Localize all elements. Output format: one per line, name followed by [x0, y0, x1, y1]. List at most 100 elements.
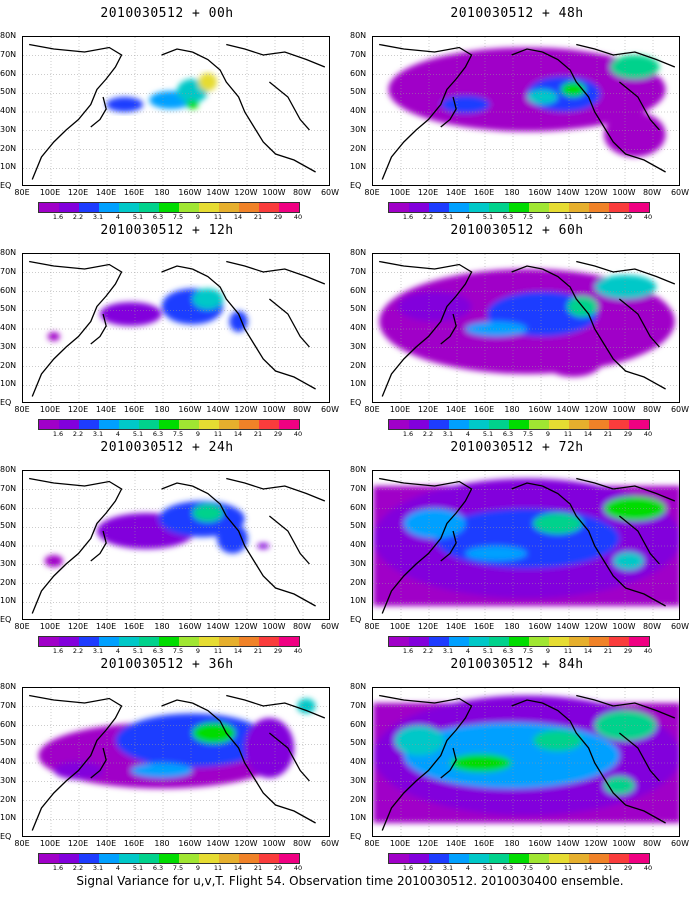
forecast-panel: 2010030512 + 00h 80N 70N 60N 50N 40N 30N 20N 10N… — [0, 6, 339, 221]
longitude-label: 180 — [504, 188, 520, 197]
longitude-label: 100W — [612, 622, 636, 631]
longitude-label: 100W — [612, 839, 636, 848]
coastline — [268, 732, 310, 782]
colorbar-label: 11 — [213, 864, 223, 872]
longitude-label: 120E — [67, 622, 89, 631]
colorbar-swatch — [79, 420, 99, 429]
longitude-label: 80W — [292, 622, 312, 631]
colorbar-swatch — [279, 203, 299, 212]
longitude-label: 120W — [234, 405, 258, 414]
colorbar-swatch — [529, 854, 549, 863]
coastline — [268, 298, 310, 348]
coastline — [440, 96, 457, 128]
colorbar-label: 11 — [563, 864, 573, 872]
colorbar-swatch — [139, 854, 159, 863]
colorbar-label: 5.1 — [132, 430, 144, 438]
coastline — [90, 96, 107, 128]
colorbar-label: 2.2 — [72, 647, 84, 655]
colorbar-swatch — [99, 420, 119, 429]
colorbar-label: 40 — [293, 864, 303, 872]
latitude-label: 50N — [350, 521, 367, 531]
coastline — [90, 313, 107, 345]
latitude-label: 70N — [0, 266, 17, 276]
colorbar-swatch — [79, 854, 99, 863]
latitude-label: 10N — [350, 162, 367, 172]
longitude-label: 160E — [473, 405, 495, 414]
longitude-label: 80W — [642, 622, 662, 631]
longitude-label: 100W — [612, 188, 636, 197]
latitude-label: 50N — [0, 738, 17, 748]
colorbar-label: 40 — [293, 430, 303, 438]
latitude-label: 80N — [350, 682, 367, 691]
latitude-label: 30N — [350, 124, 367, 134]
colorbar-label: 7.5 — [172, 430, 184, 438]
colorbar-swatch — [589, 420, 609, 429]
coastline — [29, 260, 123, 397]
latitude-label: 20N — [0, 143, 17, 153]
colorbar-label: 40 — [643, 864, 653, 872]
longitude-label: 80E — [364, 405, 380, 414]
coastline — [161, 699, 193, 707]
latitude-label: 70N — [0, 483, 17, 493]
colorbar-label: 7.5 — [172, 864, 184, 872]
longitude-label: 180 — [154, 405, 170, 414]
longitude-label: 80E — [14, 839, 30, 848]
longitude-label: 120E — [417, 839, 439, 848]
variance-contour — [192, 722, 236, 744]
colorbar-label: 2.2 — [72, 213, 84, 221]
variance-contour — [297, 698, 316, 714]
longitude-label: 140E — [95, 188, 117, 197]
latitude-label: 50N — [350, 738, 367, 748]
colorbar-label: 14 — [583, 213, 593, 221]
longitude-label: 60W — [320, 188, 340, 197]
latitude-label: EQ — [0, 615, 12, 624]
latitude-label: EQ — [0, 832, 12, 841]
variance-contour — [100, 302, 162, 326]
latitude-label: 30N — [0, 775, 17, 785]
colorbar-swatch — [409, 203, 429, 212]
coastline — [440, 530, 457, 562]
latitude-label: 20N — [350, 143, 367, 153]
colorbar-swatch — [199, 854, 219, 863]
coastline — [161, 48, 193, 56]
colorbar-swatch — [79, 203, 99, 212]
colorbar-swatch — [119, 854, 139, 863]
variance-contour — [44, 555, 64, 567]
longitude-label: 140W — [556, 188, 580, 197]
colorbar-label: 29 — [623, 213, 633, 221]
colorbar-swatch — [569, 854, 589, 863]
coastline — [379, 43, 473, 180]
colorbar — [38, 636, 300, 647]
longitude-label: 140W — [206, 188, 230, 197]
latitude-label: 80N — [0, 31, 17, 40]
latitude-label: EQ — [0, 181, 12, 190]
latitude-label: 20N — [350, 794, 367, 804]
colorbar-swatch — [469, 203, 489, 212]
colorbar-label: 21 — [253, 864, 263, 872]
colorbar-label: 11 — [563, 430, 573, 438]
colorbar-label: 40 — [643, 213, 653, 221]
colorbar-swatch — [39, 420, 59, 429]
colorbar — [388, 419, 650, 430]
coastline — [511, 265, 543, 273]
longitude-label: 140W — [556, 622, 580, 631]
colorbar-swatch — [259, 203, 279, 212]
colorbar-label: 2.2 — [422, 864, 434, 872]
latitude-label: 80N — [350, 465, 367, 474]
longitude-label: 100W — [262, 188, 286, 197]
colorbar-swatch — [449, 203, 469, 212]
longitude-label: 100E — [39, 405, 61, 414]
variance-contour — [244, 718, 295, 778]
colorbar-swatch — [389, 203, 409, 212]
colorbar — [388, 853, 650, 864]
colorbar-label: 4 — [465, 213, 471, 221]
latitude-label: 70N — [350, 700, 367, 710]
longitude-label: 60W — [670, 622, 690, 631]
colorbar-swatch — [239, 854, 259, 863]
map-svg — [373, 254, 679, 402]
latitude-label: EQ — [350, 615, 362, 624]
coastline — [226, 477, 326, 502]
longitude-label: 140E — [95, 622, 117, 631]
latitude-label: 40N — [350, 106, 367, 115]
colorbar-swatch — [609, 203, 629, 212]
